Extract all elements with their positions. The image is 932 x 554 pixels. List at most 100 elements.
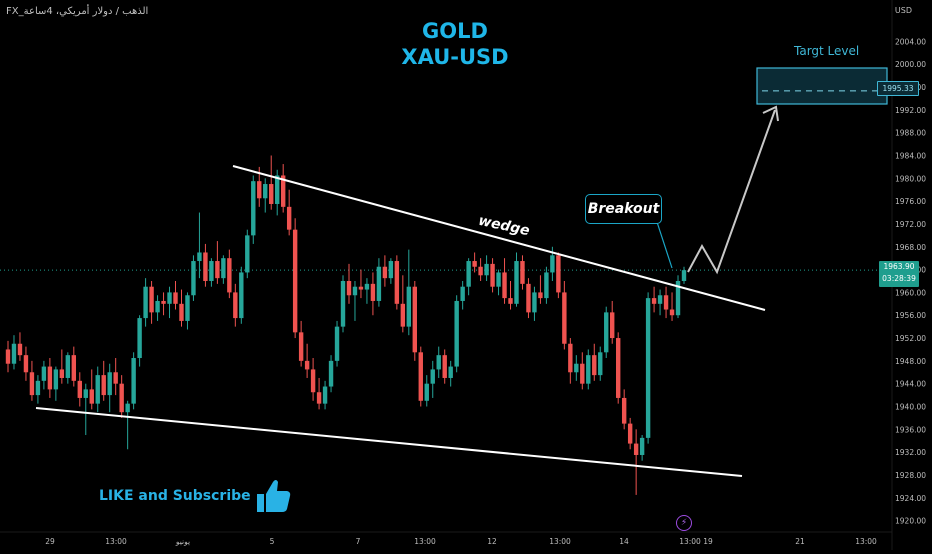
candle-body: [328, 360, 334, 387]
y-tick-label: 1968.00: [895, 243, 926, 252]
candle-body: [645, 298, 651, 438]
candle-body: [364, 283, 370, 290]
candle-body: [233, 292, 238, 319]
candle-body: [466, 261, 471, 287]
candle-body: [604, 312, 609, 353]
y-tick-label: 2000.00: [895, 60, 926, 69]
candle-body: [418, 352, 423, 401]
candle-body: [496, 272, 501, 287]
candle-body: [59, 369, 65, 378]
candle-body: [77, 380, 82, 398]
y-tick-label: 1940.00: [895, 403, 926, 412]
candle-body: [292, 229, 298, 333]
candle-body: [167, 292, 172, 304]
candle-body: [448, 366, 453, 378]
candle-body: [376, 266, 382, 301]
x-tick-label: 13:00: [679, 537, 701, 546]
y-tick-label: 1924.00: [895, 494, 926, 503]
candle-body: [280, 175, 286, 207]
currency-label: USD: [894, 6, 912, 15]
y-tick-label: 1948.00: [895, 357, 926, 366]
x-tick-label: 13:00: [855, 537, 877, 546]
candle-body: [406, 286, 412, 327]
target-level-box: [756, 67, 888, 105]
projection-arrow: [687, 109, 776, 275]
candle-body: [161, 300, 166, 304]
candle-body: [556, 255, 561, 293]
candle-body: [53, 369, 59, 390]
thumbs-up-icon[interactable]: [253, 476, 293, 516]
candle-body: [651, 298, 657, 304]
candle-body: [442, 355, 447, 378]
candle-body: [89, 389, 94, 404]
candle-body: [424, 383, 429, 401]
x-tick-label: 14: [619, 537, 629, 546]
candle-body: [586, 355, 591, 384]
candle-body: [95, 375, 100, 404]
candle-body: [621, 397, 627, 424]
x-tick-label: 5: [270, 537, 275, 546]
current-price-tag: 1963.90 03:28:39: [879, 261, 919, 287]
candle-body: [598, 352, 603, 376]
candle-body: [316, 392, 322, 404]
candle-body: [490, 263, 495, 287]
wedge-upper-line: [232, 165, 766, 311]
projection-arrowhead: [762, 105, 779, 122]
y-tick-label: 1992.00: [895, 106, 926, 115]
candle-body: [137, 318, 142, 359]
candle-body: [310, 369, 316, 393]
candle-body: [334, 326, 340, 361]
candle-body: [322, 386, 328, 404]
target-level-label: Targt Level: [794, 44, 860, 58]
breakout-callout[interactable]: Breakout: [585, 194, 662, 224]
candle-body: [394, 261, 400, 304]
candle-body: [484, 263, 489, 276]
candle-body: [340, 281, 346, 327]
candle-body: [71, 355, 77, 381]
candle-body: [298, 332, 304, 361]
candle-body: [370, 283, 376, 301]
candle-body: [352, 286, 358, 296]
candle-body: [209, 261, 214, 281]
y-tick-label: 1932.00: [895, 448, 926, 457]
candle-body: [412, 286, 417, 353]
candle-body: [286, 206, 292, 230]
chart-title: GOLD XAU-USD: [395, 18, 515, 70]
y-tick-label: 1928.00: [895, 471, 926, 480]
candle-body: [197, 252, 202, 262]
candle-body: [460, 286, 465, 301]
candle-body: [627, 423, 633, 444]
breakout-pointer: [656, 221, 673, 269]
current-price-value: 1963.90: [883, 262, 915, 271]
x-tick-label: 13:00: [105, 537, 127, 546]
candle-body: [639, 437, 645, 455]
target-price-tag: 1995.33: [877, 81, 919, 96]
y-tick-label: 2004.00: [895, 37, 926, 46]
lightning-icon[interactable]: ⚡: [676, 515, 692, 531]
candle-body: [615, 338, 621, 398]
candle-body: [544, 272, 549, 299]
candle-body: [430, 369, 435, 384]
candle-body: [610, 312, 615, 339]
candle-body: [514, 261, 519, 304]
candle-body: [179, 303, 184, 321]
y-tick-label: 1944.00: [895, 380, 926, 389]
candle-body: [269, 184, 274, 204]
x-tick-label: 12: [487, 537, 497, 546]
candle-body: [358, 286, 364, 290]
y-tick-label: 1960.00: [895, 288, 926, 297]
y-tick-label: 1920.00: [895, 517, 926, 526]
candle-body: [101, 375, 106, 396]
candle-body: [382, 266, 388, 279]
candle-body: [508, 298, 513, 304]
x-tick-label: 7: [356, 537, 361, 546]
candle-body: [633, 443, 639, 455]
candle-body: [35, 380, 41, 396]
candle-body: [526, 283, 531, 313]
candle-body: [574, 363, 579, 373]
candle-body: [113, 372, 118, 384]
candle-body: [275, 175, 280, 204]
candle-body: [592, 355, 597, 376]
